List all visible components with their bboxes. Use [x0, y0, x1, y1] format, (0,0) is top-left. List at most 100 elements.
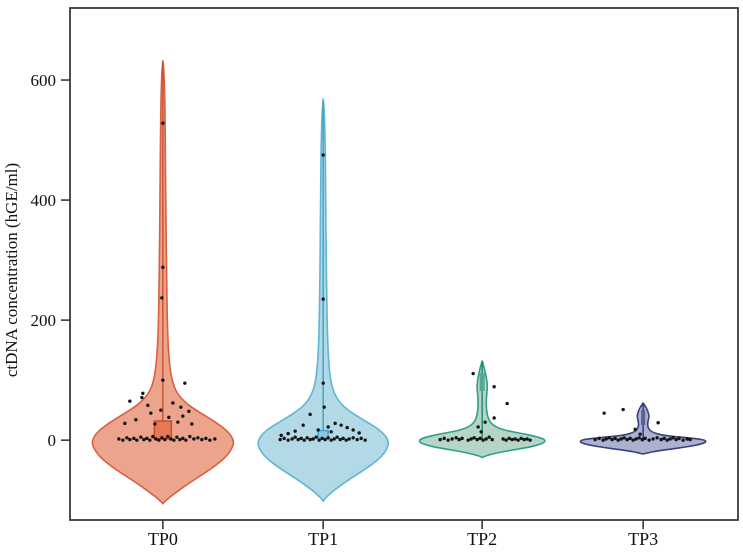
x-tick-label: TP1 [308, 529, 338, 549]
data-point [484, 437, 488, 441]
data-point [613, 436, 617, 441]
data-point [321, 297, 325, 301]
data-point [479, 430, 483, 434]
data-point [128, 399, 132, 403]
data-point [457, 437, 461, 442]
data-point [638, 432, 642, 436]
data-point [148, 438, 152, 442]
data-point [338, 437, 342, 442]
data-point [151, 434, 155, 439]
chart-generated-content: 0 200 400 600 TP0 TP1 TP2 TP3 [31, 7, 739, 549]
data-point [633, 427, 637, 432]
data-point [637, 436, 641, 440]
data-point [121, 438, 125, 442]
data-point [157, 438, 161, 442]
data-point [469, 437, 473, 441]
data-point [359, 436, 363, 441]
data-point [190, 422, 194, 426]
data-point [316, 428, 320, 432]
x-tick-label: TP3 [628, 529, 658, 549]
data-point [317, 438, 321, 442]
data-point [167, 415, 171, 420]
violin-tp0 [91, 60, 235, 505]
violin-tp3 [579, 402, 707, 455]
data-point [153, 422, 157, 426]
data-point [282, 436, 286, 441]
data-point [355, 437, 359, 442]
x-tick-label: TP2 [467, 529, 497, 549]
data-point [308, 412, 312, 417]
y-tick-label: 400 [31, 191, 57, 210]
data-point [145, 436, 149, 441]
data-point [326, 436, 330, 440]
data-point [602, 411, 606, 415]
data-point [320, 436, 324, 441]
data-point [329, 430, 333, 434]
data-point [311, 437, 315, 441]
data-point [438, 437, 442, 442]
data-point [163, 437, 167, 442]
data-point [631, 438, 635, 442]
data-point [505, 401, 509, 406]
data-point [140, 395, 144, 400]
data-point [525, 437, 529, 441]
data-point [478, 436, 482, 441]
data-point [516, 438, 520, 442]
data-point [308, 437, 312, 442]
data-point [601, 438, 605, 442]
data-point [160, 436, 164, 440]
data-point [475, 437, 479, 442]
data-point [323, 437, 327, 442]
data-point [178, 437, 182, 442]
data-point [171, 401, 175, 405]
data-point [507, 436, 511, 441]
data-point [656, 421, 660, 425]
data-point [175, 435, 179, 439]
data-point [446, 438, 450, 442]
data-point [117, 437, 121, 441]
data-point [490, 437, 494, 442]
data-point [476, 425, 480, 429]
data-point [685, 437, 689, 441]
data-point [347, 437, 351, 441]
data-point [501, 437, 505, 441]
data-point [471, 371, 475, 376]
data-point [522, 437, 526, 442]
data-point [640, 437, 644, 442]
data-point [321, 381, 325, 385]
data-point [665, 438, 669, 442]
data-point [344, 438, 348, 442]
data-point [321, 153, 325, 157]
data-point [651, 437, 655, 441]
data-point [299, 436, 303, 441]
data-point [339, 423, 343, 427]
data-point [183, 381, 187, 385]
data-point [454, 436, 458, 440]
data-point [135, 438, 139, 442]
data-point [188, 434, 192, 439]
data-point [159, 408, 163, 412]
data-point [290, 437, 294, 441]
data-point [519, 436, 523, 441]
data-point [176, 420, 180, 424]
data-point [160, 296, 164, 300]
data-point [213, 437, 217, 441]
y-tick-label: 600 [31, 71, 57, 90]
data-point [161, 265, 165, 270]
data-point [619, 437, 623, 441]
y-axis-title: ctDNA concentration (hGE/ml) [2, 163, 21, 377]
data-point [513, 437, 517, 441]
data-point [351, 436, 355, 440]
data-point [326, 425, 330, 429]
data-point [301, 423, 305, 427]
data-point [314, 435, 318, 439]
data-point [142, 437, 146, 442]
data-point [279, 433, 283, 438]
data-point [483, 420, 487, 424]
data-point [293, 429, 297, 433]
scatter-points-tp2 [438, 371, 532, 442]
data-point [688, 437, 692, 442]
data-point [208, 438, 212, 442]
data-point [329, 438, 333, 442]
